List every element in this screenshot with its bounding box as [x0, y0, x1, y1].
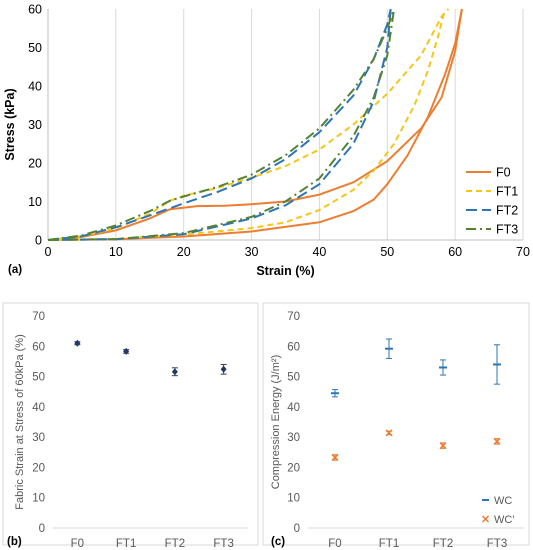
panel-c-category-label-f0: F0 — [328, 538, 341, 550]
y-tick-label-30: 30 — [28, 118, 42, 132]
x-tick-label-40: 40 — [312, 245, 326, 259]
legend-label-wc: WC — [494, 495, 512, 507]
series-f0-loading-curve — [47, 8, 463, 241]
panel-c-wc-ft3-point — [493, 344, 501, 385]
panel-c-y-tick-label-0: 0 — [294, 523, 300, 535]
panel-b-series-f0-marker — [74, 339, 81, 347]
y-tick-label-0: 0 — [35, 234, 42, 248]
legend-label-ft3: FT3 — [496, 223, 518, 237]
panel-c-compression-energy-chart: 0 10 20 30 40 50 60 70 F0 FT1 FT2 FT3 WC WC' Compres… — [262, 302, 530, 550]
y-tick-label-50: 50 — [28, 41, 42, 55]
panel-b-y-axis-label: Fabric Strain at Stress of 60kPa (%) — [14, 334, 26, 509]
legend-label-ft1: FT1 — [496, 185, 518, 199]
panel-b-y-tick-label-30: 30 — [32, 432, 45, 444]
panel-a-curves — [47, 8, 463, 241]
panel-b-category-label-ft1: FT1 — [116, 538, 136, 550]
panel-b-y-tick-label-0: 0 — [39, 523, 45, 535]
x-tick-label-10: 10 — [109, 245, 123, 259]
panel-c-wcprime-ft2-point — [439, 442, 447, 450]
x-tick-label-20: 20 — [177, 245, 191, 259]
panel-b-series-ft3-marker — [220, 365, 227, 373]
panel-b-y-tick-label-40: 40 — [32, 402, 45, 414]
legend-label-ft2: FT2 — [496, 204, 518, 218]
y-tick-label-40: 40 — [28, 80, 42, 94]
panel-a-tag: (a) — [8, 264, 22, 276]
panel-c-frame — [262, 302, 530, 546]
panel-b-y-tick-label-20: 20 — [32, 462, 45, 474]
panel-c-y-tick-label-60: 60 — [287, 341, 300, 353]
panel-c-wcprime-ft1-marker — [385, 429, 393, 437]
panel-b-tick-labels: 0 10 20 30 40 50 60 70 F0 FT1 FT2 FT3 — [32, 311, 234, 550]
panel-c-tick-labels: 0 10 20 30 40 50 60 70 F0 FT1 FT2 FT3 — [287, 311, 507, 550]
panel-c-y-tick-label-30: 30 — [287, 432, 300, 444]
y-tick-label-10: 10 — [28, 195, 42, 209]
panel-c-legend: WC WC' — [481, 495, 514, 526]
panel-c-category-label-ft3: FT3 — [487, 538, 507, 550]
panel-c-category-label-ft2: FT2 — [433, 538, 453, 550]
panel-a-tick-labels: 0 10 20 30 40 50 60 70 0 10 20 30 40 50 60 — [28, 3, 530, 260]
panel-a-x-axis-label: Strain (%) — [256, 264, 314, 278]
panel-c-wcprime-f0-point — [331, 453, 339, 461]
x-tick-label-0: 0 — [45, 245, 52, 259]
x-tick-label-50: 50 — [380, 245, 394, 259]
panel-c-y-tick-label-40: 40 — [287, 402, 300, 414]
x-tick-label-70: 70 — [516, 245, 530, 259]
panel-c-wcprime-ft1-point — [385, 429, 393, 437]
panel-a-stress-strain-chart: 0 10 20 30 40 50 60 70 0 10 20 30 40 50 60 F0 FT1 FT2 FT3… — [3, 3, 530, 279]
panel-a-axes — [47, 9, 523, 241]
panel-c-category-label-ft1: FT1 — [379, 538, 399, 550]
panel-b-series-ft2-marker — [171, 368, 178, 376]
panel-b-category-label-ft3: FT3 — [213, 538, 233, 550]
panel-a-legend: F0 FT1 FT2 FT3 — [466, 166, 518, 237]
panel-c-wcprime-ft3-point — [493, 437, 501, 445]
panel-c-y-tick-label-70: 70 — [287, 311, 300, 323]
panel-c-wcprime-f0-marker — [331, 453, 339, 461]
panel-b-category-label-ft2: FT2 — [165, 538, 185, 550]
panel-b-series-f0-point — [74, 339, 81, 347]
panel-b-frame — [2, 302, 259, 546]
panel-c-tag: (c) — [271, 536, 285, 548]
panel-c-y-tick-label-10: 10 — [287, 493, 300, 505]
panel-c-y-tick-label-50: 50 — [287, 372, 300, 384]
panel-b-series-ft2-point — [171, 367, 178, 377]
panel-b-fabric-strain-chart: 0 10 20 30 40 50 60 70 F0 FT1 FT2 FT3 Fabric Strain… — [2, 302, 259, 550]
x-tick-label-30: 30 — [245, 245, 259, 259]
panel-b-points — [74, 339, 227, 377]
legend-swatch-wcprime — [481, 515, 490, 523]
panel-b-y-tick-label-10: 10 — [32, 493, 45, 505]
panel-c-wc-ft2-point — [439, 359, 447, 376]
panel-b-y-tick-label-70: 70 — [32, 311, 45, 323]
panel-b-y-tick-label-60: 60 — [32, 341, 45, 353]
panel-b-series-ft1-point — [123, 347, 130, 355]
panel-b-tag: (b) — [7, 536, 22, 548]
panel-c-wcprime-ft3-marker — [493, 437, 501, 445]
panel-a-y-axis-label: Stress (kPa) — [3, 88, 17, 160]
legend-label-wcprime: WC' — [494, 514, 514, 526]
y-tick-label-60: 60 — [28, 3, 42, 17]
panel-b-category-label-f0: F0 — [71, 538, 84, 550]
panel-b-series-ft1-marker — [123, 347, 130, 355]
panel-b-y-tick-label-50: 50 — [32, 372, 45, 384]
panel-c-wcprime-ft2-marker — [439, 442, 447, 450]
panel-c-y-tick-label-20: 20 — [287, 462, 300, 474]
x-tick-label-60: 60 — [448, 245, 462, 259]
panel-c-wc-ft1-point — [385, 338, 393, 359]
panel-c-points — [331, 338, 501, 461]
series-f0-unloading-curve — [47, 8, 463, 241]
series-ft3-unloading-curve — [47, 8, 396, 241]
panel-c-y-axis-label: Compression Energy (J/m²) — [270, 355, 282, 489]
series-ft3-loading-curve — [47, 8, 396, 241]
panel-c-wc-f0-point — [331, 389, 339, 398]
y-tick-label-20: 20 — [28, 157, 42, 171]
panel-b-series-ft3-point — [220, 363, 227, 375]
legend-label-f0: F0 — [496, 166, 511, 180]
